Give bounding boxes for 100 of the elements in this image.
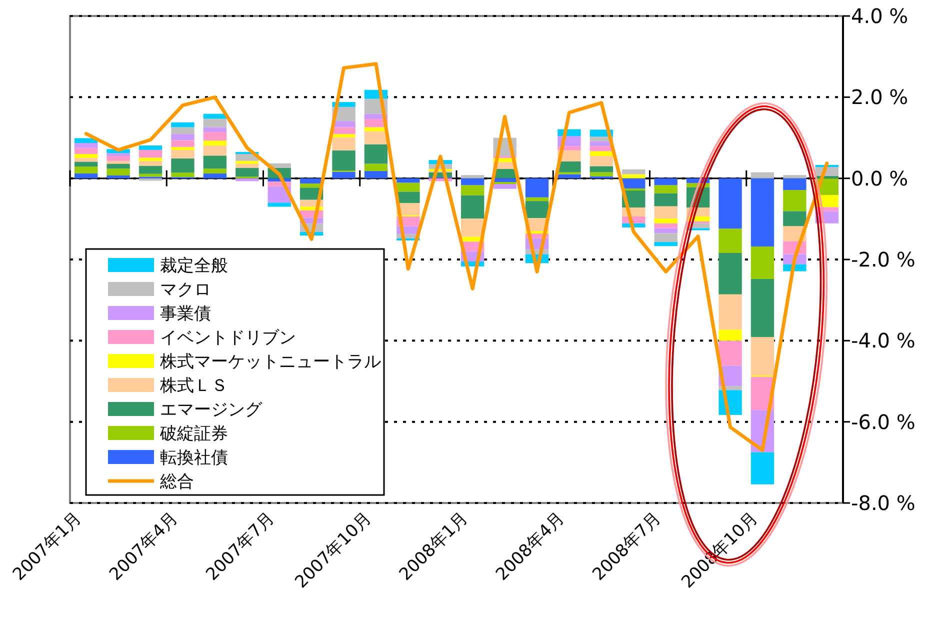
bar — [138, 178, 162, 181]
bar — [750, 246, 774, 279]
bar — [332, 137, 356, 150]
bar — [106, 175, 130, 178]
bar — [461, 195, 484, 219]
bar — [332, 127, 356, 134]
bar — [654, 193, 678, 206]
legend-label: 裁定全般 — [160, 256, 228, 276]
bar — [74, 173, 98, 178]
bar — [203, 145, 227, 156]
bar — [461, 218, 484, 237]
bar — [750, 178, 774, 247]
legend-label: 転換社債 — [160, 448, 228, 468]
bar — [106, 168, 130, 176]
bar — [654, 185, 678, 194]
bar — [138, 145, 162, 150]
bar — [74, 162, 98, 167]
legend-label: エマージング — [160, 400, 263, 420]
bar — [171, 122, 194, 128]
bar — [622, 178, 646, 188]
bar — [590, 166, 614, 172]
bar — [525, 201, 549, 218]
bar — [750, 278, 774, 338]
bar — [106, 156, 130, 161]
bar — [493, 184, 516, 189]
bar — [654, 206, 678, 219]
bar — [718, 294, 742, 330]
bar — [558, 174, 581, 178]
bar — [590, 156, 614, 166]
bar — [203, 127, 227, 132]
bar — [525, 178, 549, 198]
bar — [74, 154, 98, 158]
bar — [461, 175, 484, 178]
bar — [654, 178, 678, 186]
bar — [654, 228, 678, 234]
bar — [493, 182, 516, 184]
bar — [783, 175, 806, 178]
bar — [718, 340, 742, 366]
bar — [783, 178, 806, 190]
bar — [203, 168, 227, 174]
legend-label: 破綻証券 — [159, 424, 228, 444]
y-tick-label: -8.0 % — [851, 491, 916, 515]
bar — [171, 134, 194, 140]
bar — [654, 223, 678, 228]
bar — [138, 160, 162, 166]
legend-label: マクロ — [160, 280, 211, 300]
bar — [783, 190, 806, 212]
bar — [750, 452, 774, 484]
y-tick-label: -2.0 % — [851, 248, 916, 272]
y-tick-label: -4.0 % — [851, 328, 916, 353]
bar — [461, 178, 484, 186]
bar — [203, 156, 227, 169]
bar — [171, 158, 194, 173]
bar — [106, 153, 130, 156]
bar — [718, 228, 742, 254]
bar — [171, 127, 194, 134]
bar — [203, 140, 227, 146]
bar — [138, 158, 162, 161]
bar — [396, 192, 420, 204]
bar — [783, 211, 806, 226]
bar — [74, 143, 98, 148]
bar — [622, 169, 646, 174]
bar — [750, 337, 774, 376]
bar — [396, 178, 420, 183]
bar — [106, 164, 130, 169]
bar — [364, 164, 388, 172]
bar — [718, 253, 742, 294]
bar — [74, 166, 98, 174]
legend-label: 株式ＬＳ — [159, 376, 228, 396]
bar — [590, 151, 614, 156]
y-tick-label: -6.0 % — [851, 410, 916, 434]
bar — [622, 174, 646, 178]
y-tick-label: 2.0 % — [851, 85, 908, 110]
legend-label: イベントドリブン — [160, 328, 296, 348]
legend-label: 株式マーケットニュートラル — [159, 352, 381, 372]
y-tick-label: 4.0 % — [851, 4, 908, 28]
bar — [203, 173, 227, 178]
bar — [171, 147, 194, 150]
bar — [138, 150, 162, 158]
bar — [364, 171, 388, 178]
bar — [74, 158, 98, 162]
bar — [654, 233, 678, 242]
bar — [590, 172, 614, 176]
bar — [171, 140, 194, 148]
bar — [525, 197, 549, 202]
legend-label: 事業債 — [160, 304, 211, 324]
bar — [750, 172, 774, 178]
bar — [203, 118, 227, 128]
bar — [718, 330, 742, 341]
bar — [236, 168, 259, 177]
bar — [138, 166, 162, 174]
bar — [203, 132, 227, 141]
bar — [461, 185, 484, 196]
bar — [718, 178, 742, 229]
bar — [364, 144, 388, 164]
bar — [236, 164, 259, 168]
bar — [268, 202, 291, 207]
bar — [332, 172, 356, 178]
y-tick-label: 0.0 % — [851, 166, 908, 190]
bar — [396, 182, 420, 192]
